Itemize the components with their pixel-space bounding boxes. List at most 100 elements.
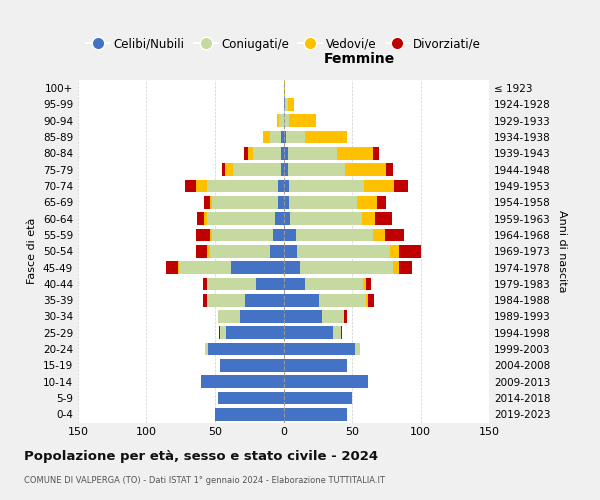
Bar [275, 212, 284, 225]
Bar [284, 180, 289, 192]
Bar [212, 228, 272, 241]
Bar [270, 130, 281, 143]
Bar [284, 196, 289, 208]
Bar [284, 294, 319, 306]
Y-axis label: Fasce di età: Fasce di età [28, 218, 37, 284]
Bar [208, 342, 284, 355]
Bar [284, 392, 352, 404]
Bar [285, 98, 287, 111]
Bar [209, 196, 212, 208]
Bar [239, 310, 284, 323]
Bar [248, 147, 253, 160]
Bar [226, 326, 284, 339]
Bar [280, 114, 284, 127]
Bar [289, 114, 316, 127]
Bar [368, 294, 374, 306]
Bar [204, 196, 209, 208]
Bar [277, 114, 280, 127]
Bar [358, 196, 377, 208]
Bar [178, 261, 179, 274]
Bar [209, 245, 270, 258]
Bar [284, 359, 347, 372]
Bar [393, 261, 398, 274]
Bar [305, 130, 347, 143]
Bar [305, 278, 363, 290]
Bar [196, 180, 207, 192]
Bar [233, 164, 281, 176]
Bar [363, 278, 366, 290]
Bar [284, 228, 296, 241]
Bar [286, 130, 305, 143]
Bar [345, 164, 386, 176]
Bar [212, 196, 278, 208]
Bar [207, 294, 245, 306]
Bar [196, 245, 207, 258]
Bar [272, 228, 284, 241]
Bar [284, 164, 287, 176]
Bar [203, 294, 207, 306]
Bar [284, 261, 300, 274]
Bar [377, 196, 386, 208]
Bar [287, 164, 345, 176]
Bar [373, 228, 385, 241]
Bar [394, 180, 408, 192]
Bar [322, 310, 344, 323]
Bar [284, 212, 290, 225]
Bar [244, 147, 248, 160]
Bar [398, 261, 412, 274]
Bar [284, 245, 297, 258]
Bar [337, 147, 373, 160]
Bar [202, 376, 284, 388]
Bar [232, 261, 284, 274]
Bar [385, 228, 404, 241]
Bar [253, 147, 281, 160]
Bar [284, 82, 285, 94]
Bar [278, 196, 284, 208]
Bar [366, 278, 371, 290]
Bar [362, 212, 375, 225]
Bar [256, 278, 284, 290]
Bar [215, 408, 284, 420]
Bar [287, 98, 295, 111]
Bar [284, 310, 322, 323]
Bar [207, 212, 275, 225]
Bar [287, 147, 337, 160]
Bar [333, 326, 341, 339]
Bar [245, 294, 284, 306]
Bar [209, 228, 212, 241]
Text: Popolazione per età, sesso e stato civile - 2024: Popolazione per età, sesso e stato civil… [24, 450, 378, 463]
Bar [205, 342, 208, 355]
Bar [289, 180, 364, 192]
Bar [222, 164, 224, 176]
Bar [196, 228, 209, 241]
Bar [319, 294, 366, 306]
Bar [391, 245, 398, 258]
Bar [373, 147, 379, 160]
Y-axis label: Anni di nascita: Anni di nascita [557, 210, 567, 292]
Bar [218, 392, 284, 404]
Bar [284, 408, 347, 420]
Bar [224, 164, 233, 176]
Bar [284, 98, 285, 111]
Bar [284, 342, 355, 355]
Bar [179, 261, 232, 274]
Bar [296, 228, 373, 241]
Bar [207, 278, 256, 290]
Bar [219, 326, 220, 339]
Legend: Celibi/Nubili, Coniugati/e, Vedovi/e, Divorziati/e: Celibi/Nubili, Coniugati/e, Vedovi/e, Di… [82, 33, 485, 56]
Bar [398, 245, 421, 258]
Bar [284, 376, 368, 388]
Bar [197, 212, 204, 225]
Bar [284, 278, 305, 290]
Bar [284, 326, 333, 339]
Bar [375, 212, 392, 225]
Bar [284, 130, 286, 143]
Bar [166, 261, 178, 274]
Bar [355, 342, 360, 355]
Bar [281, 130, 284, 143]
Bar [270, 245, 284, 258]
Bar [281, 147, 284, 160]
Bar [263, 130, 270, 143]
Bar [366, 294, 368, 306]
Bar [220, 326, 226, 339]
